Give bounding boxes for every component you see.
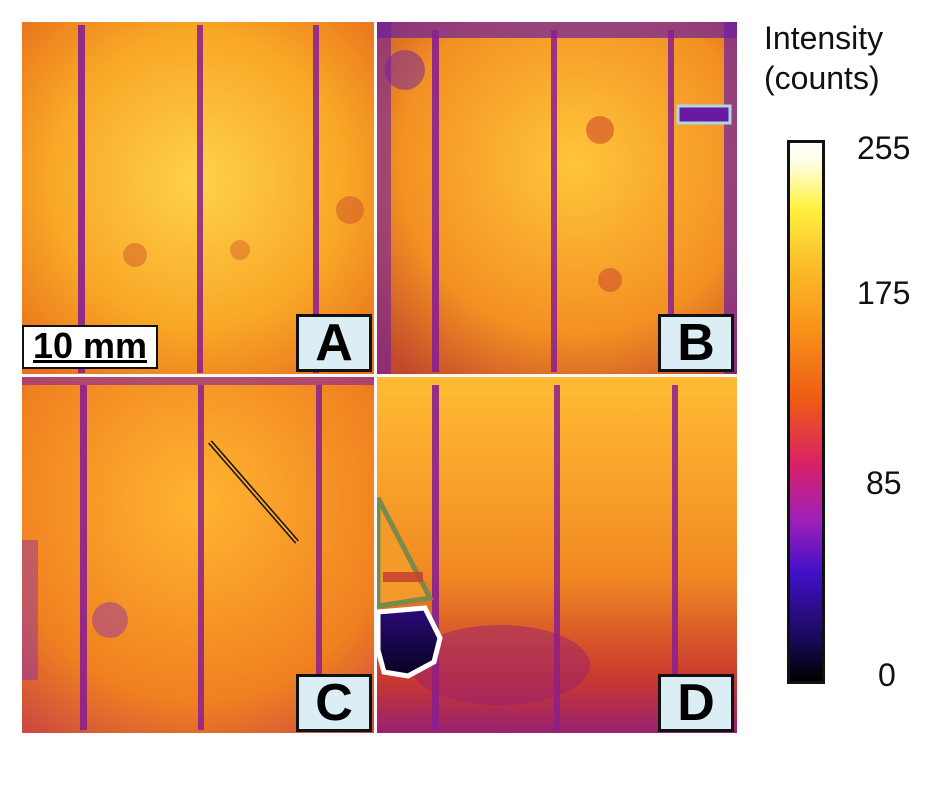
region-of-interest-marker <box>676 104 732 125</box>
colorbar-title: Intensity (counts) <box>764 18 883 98</box>
colorbar-tick-0: 0 <box>878 657 896 693</box>
panel-b-label: B <box>658 314 734 372</box>
luminescence-image-grid <box>22 22 737 733</box>
colorbar <box>787 140 825 684</box>
panel-a <box>22 22 374 374</box>
panel-d-label: D <box>658 674 734 732</box>
panel-d <box>375 377 737 733</box>
colorbar-tick-175: 175 <box>857 275 911 311</box>
colorbar-title-line2: (counts) <box>764 60 880 96</box>
scale-bar-text: 10 mm <box>32 325 148 366</box>
scale-bar: 10 mm <box>22 325 158 369</box>
vertical-divider <box>374 22 377 733</box>
panel-c <box>22 377 374 733</box>
colorbar-title-line1: Intensity <box>764 20 884 56</box>
panel-c-label: C <box>296 674 372 732</box>
horizontal-divider <box>22 374 737 377</box>
panel-a-label: A <box>296 314 372 372</box>
colorbar-tick-85: 85 <box>866 465 902 501</box>
colorbar-tick-255: 255 <box>857 130 911 166</box>
dark-region-outline <box>375 605 443 679</box>
